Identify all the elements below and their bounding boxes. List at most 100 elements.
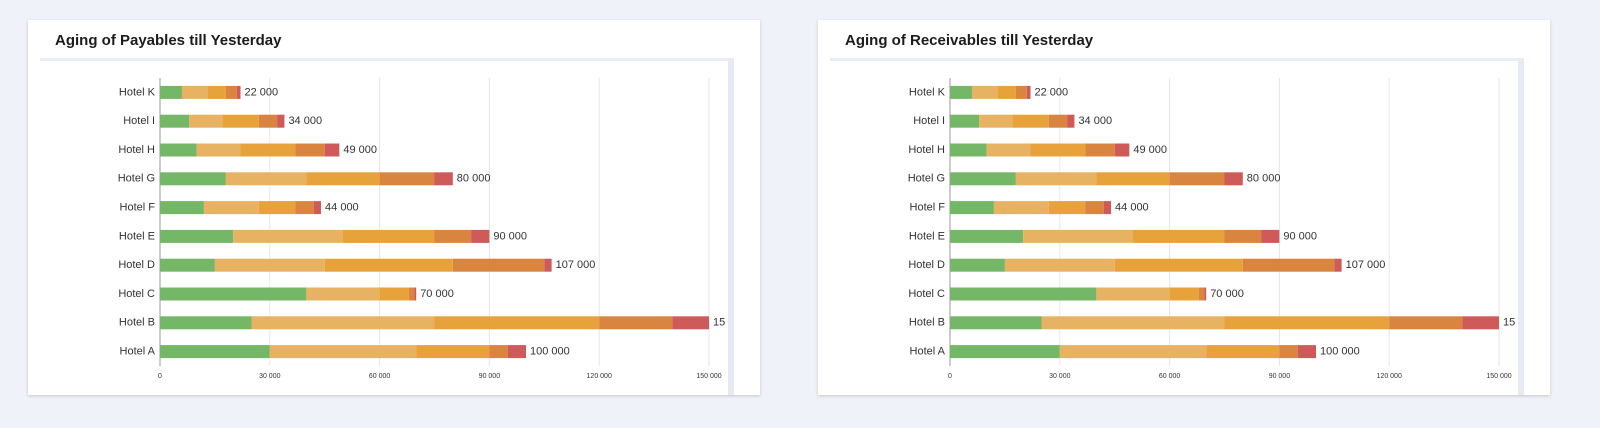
bar-segment — [214, 258, 325, 272]
bar-segment — [324, 258, 453, 272]
chart-title: Aging of Payables till Yesterday — [55, 32, 282, 49]
bar-segment — [1169, 287, 1199, 301]
y-tick-label: Hotel D — [118, 259, 155, 271]
total-label: 34 000 — [288, 115, 322, 127]
bar-segment — [1114, 143, 1130, 157]
chart: 0 30 000 60 000 90 000 120 000 150 000 Hotel A… — [908, 78, 1515, 380]
total-label: 90 000 — [493, 230, 527, 242]
total-label: 22 000 — [1035, 86, 1069, 98]
bar-segment — [434, 172, 453, 186]
bar-segment — [258, 201, 296, 215]
bar-segment — [1279, 345, 1298, 359]
x-tick-label: 30 000 — [259, 373, 281, 380]
bar-segment — [416, 345, 490, 359]
bar-segment — [343, 229, 435, 243]
y-tick-label: Hotel D — [908, 259, 945, 271]
x-tick-label: 120 000 — [1377, 373, 1402, 380]
bar-segment — [489, 345, 508, 359]
chart-title: Aging of Receivables till Yesterday — [845, 32, 1094, 49]
bar-segment — [1114, 258, 1243, 272]
bar-segment — [379, 287, 409, 301]
chart-card: Aging of Payables till Yesterday 0 30 000… — [28, 20, 760, 395]
x-tick-label: 60 000 — [369, 373, 391, 380]
bar-segment — [1224, 229, 1262, 243]
bar-segment — [1224, 316, 1390, 330]
bar-segment — [225, 172, 307, 186]
bar-segment — [160, 172, 226, 186]
bar-segment — [950, 143, 987, 157]
bar-segment — [189, 114, 223, 128]
total-label: 70 000 — [420, 288, 454, 300]
chart-card: Aging of Receivables till Yesterday 0 30 … — [818, 20, 1550, 395]
x-tick-label: 60 000 — [1159, 373, 1181, 380]
bar-segment — [1334, 258, 1342, 272]
total-label: 34 000 — [1078, 115, 1112, 127]
bar-segment — [203, 201, 259, 215]
bar-segment — [1023, 229, 1133, 243]
y-tick-label: Hotel K — [119, 86, 156, 98]
bar-segment — [313, 201, 322, 215]
bar-segment — [379, 172, 435, 186]
bar-segment — [1206, 345, 1280, 359]
bar-segment — [1041, 316, 1225, 330]
bar-segment — [1096, 172, 1170, 186]
y-tick-label: Hotel C — [118, 288, 155, 300]
bar-segment — [1059, 345, 1207, 359]
bar-segment — [1026, 85, 1031, 99]
y-tick-label: Hotel E — [119, 230, 155, 242]
bar-segment — [1048, 114, 1068, 128]
total-label: 107 000 — [1346, 259, 1386, 271]
bar-segment — [240, 143, 296, 157]
x-tick-label: 120 000 — [587, 373, 612, 380]
bar-segment — [233, 229, 343, 243]
x-tick-label: 150 000 — [1486, 373, 1511, 380]
x-tick-label: 0 — [948, 373, 952, 380]
bar-segment — [1224, 172, 1243, 186]
bar-segment — [950, 229, 1024, 243]
x-tick-label: 0 — [158, 373, 162, 380]
bar-segment — [277, 114, 285, 128]
bar-segment — [258, 114, 278, 128]
bar-segment — [950, 258, 1005, 272]
bar-segment — [1242, 258, 1335, 272]
y-tick-label: Hotel K — [909, 86, 946, 98]
bar-segment — [324, 143, 340, 157]
bar-segment — [306, 172, 380, 186]
bar-segment — [160, 143, 197, 157]
y-tick-label: Hotel F — [910, 202, 946, 214]
total-label: 150 000 — [713, 317, 725, 329]
bar-segment — [1169, 172, 1225, 186]
bar-segment — [295, 201, 314, 215]
bar-segment — [196, 143, 241, 157]
bar-segment — [160, 258, 215, 272]
y-tick-label: Hotel E — [909, 230, 945, 242]
bar-segment — [1204, 287, 1207, 301]
y-tick-label: Hotel A — [120, 346, 156, 358]
total-label: 44 000 — [325, 202, 359, 214]
bar-segment — [1015, 172, 1097, 186]
y-tick-label: Hotel B — [909, 317, 945, 329]
bar-segment — [672, 316, 709, 330]
bar-segment — [1067, 114, 1075, 128]
bar-segment — [950, 316, 1042, 330]
y-tick-label: Hotel B — [119, 317, 155, 329]
bar-segment — [950, 345, 1060, 359]
y-tick-label: Hotel I — [913, 115, 945, 127]
y-tick-label: Hotel G — [908, 173, 945, 185]
bar-segment — [544, 258, 552, 272]
bar-segment — [222, 114, 259, 128]
bar-segment — [950, 114, 980, 128]
bar-segment — [1389, 316, 1463, 330]
bar-segment — [1261, 229, 1280, 243]
bar-segment — [295, 143, 325, 157]
bar-segment — [1085, 201, 1104, 215]
x-tick-label: 90 000 — [479, 373, 501, 380]
bar-segment — [236, 85, 241, 99]
bar-segment — [950, 85, 972, 99]
bar-segment — [1085, 143, 1115, 157]
bar-segment — [160, 345, 270, 359]
bar-segment — [993, 201, 1049, 215]
bar-segment — [1133, 229, 1225, 243]
divider — [830, 58, 1524, 61]
y-tick-label: Hotel C — [908, 288, 945, 300]
